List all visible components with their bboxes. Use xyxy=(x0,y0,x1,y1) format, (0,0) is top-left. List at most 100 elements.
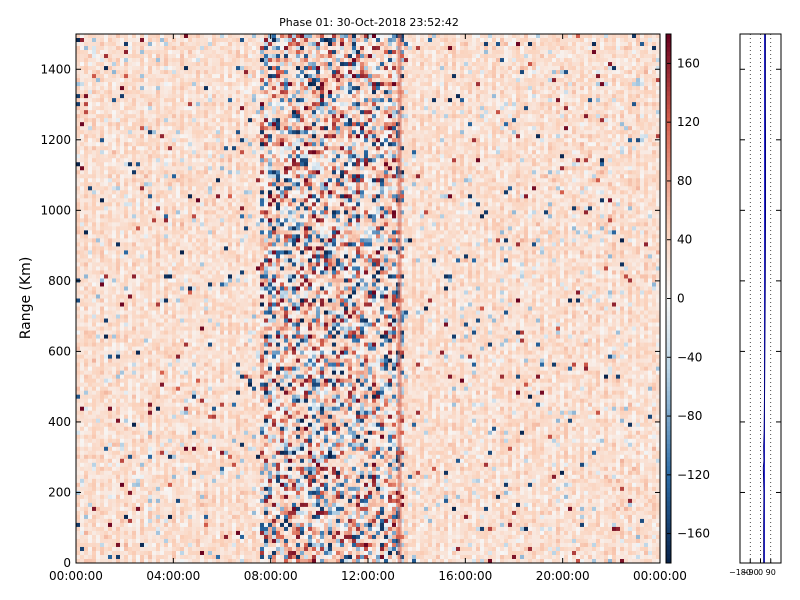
heatmap-cell xyxy=(180,146,185,151)
heatmap-cell xyxy=(92,306,97,311)
heatmap-cell xyxy=(80,218,85,223)
heatmap-cell xyxy=(104,298,109,303)
heatmap-cell xyxy=(96,46,101,51)
heatmap-cell xyxy=(124,142,129,147)
heatmap-cell xyxy=(112,190,117,195)
heatmap-cell xyxy=(156,234,161,239)
heatmap-cell xyxy=(172,466,177,472)
heatmap-cell xyxy=(88,322,93,327)
heatmap-cell xyxy=(100,546,105,552)
heatmap-cell xyxy=(208,258,213,263)
heatmap-cell xyxy=(144,170,149,175)
heatmap-cell xyxy=(100,94,105,99)
heatmap-cell xyxy=(108,114,113,119)
heatmap-cell xyxy=(84,446,89,452)
heatmap-cell xyxy=(136,46,141,51)
heatmap-cell xyxy=(204,246,209,251)
heatmap-cell xyxy=(204,210,209,215)
heatmap-cell xyxy=(124,558,129,564)
heatmap-cell xyxy=(124,518,129,524)
heatmap-cell xyxy=(104,190,109,195)
heatmap-cell xyxy=(120,262,125,267)
heatmap-cell xyxy=(104,314,109,319)
heatmap-cell xyxy=(184,410,189,416)
heatmap-cell xyxy=(192,270,197,275)
heatmap-cell xyxy=(164,366,169,371)
heatmap-cell xyxy=(176,450,181,456)
heatmap-cell xyxy=(224,382,229,387)
heatmap-cell xyxy=(196,298,201,303)
heatmap-cell xyxy=(208,374,213,379)
heatmap-cell xyxy=(188,358,193,363)
heatmap-cell xyxy=(216,502,221,508)
heatmap-cell xyxy=(208,474,213,480)
heatmap-cell xyxy=(136,494,141,500)
heatmap-cell xyxy=(200,306,205,311)
heatmap-cell xyxy=(152,326,157,331)
heatmap-cell xyxy=(88,402,93,408)
heatmap-cell xyxy=(184,502,189,508)
heatmap-cell xyxy=(180,74,185,79)
heatmap-cell xyxy=(88,318,93,323)
heatmap-cell xyxy=(200,378,205,383)
heatmap-cell xyxy=(184,146,189,151)
heatmap-cell xyxy=(136,254,141,259)
heatmap-cell xyxy=(124,158,129,163)
heatmap-cell xyxy=(108,74,113,79)
heatmap-cell xyxy=(172,230,177,235)
heatmap-cell xyxy=(92,162,97,167)
heatmap-cell xyxy=(184,434,189,440)
heatmap-cell xyxy=(192,338,197,343)
heatmap-cell xyxy=(156,226,161,231)
heatmap-cell xyxy=(136,502,141,508)
heatmap-cell xyxy=(136,126,141,131)
heatmap-cell xyxy=(80,186,85,191)
heatmap-cell xyxy=(212,110,217,115)
heatmap-cell xyxy=(120,518,125,524)
heatmap-cell xyxy=(120,530,125,536)
heatmap-cell xyxy=(92,214,97,219)
heatmap-cell xyxy=(116,494,121,500)
heatmap-cell xyxy=(204,498,209,504)
heatmap-cell xyxy=(160,198,165,203)
heatmap-cell xyxy=(220,194,225,199)
heatmap-cell xyxy=(192,466,197,472)
heatmap-cell xyxy=(180,238,185,243)
heatmap-cell xyxy=(164,170,169,175)
heatmap-cell xyxy=(140,182,145,187)
heatmap-cell xyxy=(184,474,189,480)
heatmap-cell xyxy=(208,278,213,283)
heatmap-cell xyxy=(220,186,225,191)
heatmap-cell xyxy=(172,258,177,263)
heatmap-cell xyxy=(96,434,101,440)
heatmap-cell xyxy=(224,118,229,123)
heatmap-cell xyxy=(124,462,129,468)
heatmap-cell xyxy=(84,370,89,375)
heatmap-cell xyxy=(104,262,109,267)
heatmap-cell xyxy=(92,86,97,91)
heatmap-cell xyxy=(104,126,109,131)
heatmap-cell xyxy=(156,382,161,387)
heatmap-cell xyxy=(216,162,221,167)
heatmap-cell xyxy=(204,446,209,452)
heatmap-cell xyxy=(136,302,141,307)
heatmap-cell xyxy=(160,330,165,335)
heatmap-cell xyxy=(124,266,129,271)
heatmap-cell xyxy=(224,386,229,391)
heatmap-cell xyxy=(100,114,105,119)
heatmap-cell xyxy=(188,194,193,199)
heatmap-cell xyxy=(192,74,197,79)
heatmap-cell xyxy=(104,102,109,107)
heatmap-cell xyxy=(140,306,145,311)
heatmap-cell xyxy=(124,366,129,371)
heatmap-cell xyxy=(204,342,209,347)
heatmap-cell xyxy=(76,446,81,452)
heatmap-cell xyxy=(100,86,105,91)
heatmap-cell xyxy=(188,378,193,383)
heatmap-cell xyxy=(84,314,89,319)
heatmap-cell xyxy=(168,418,173,424)
heatmap-cell xyxy=(108,334,113,339)
heatmap-cell xyxy=(124,534,129,540)
heatmap-cell xyxy=(196,294,201,299)
heatmap-cell xyxy=(208,154,213,159)
